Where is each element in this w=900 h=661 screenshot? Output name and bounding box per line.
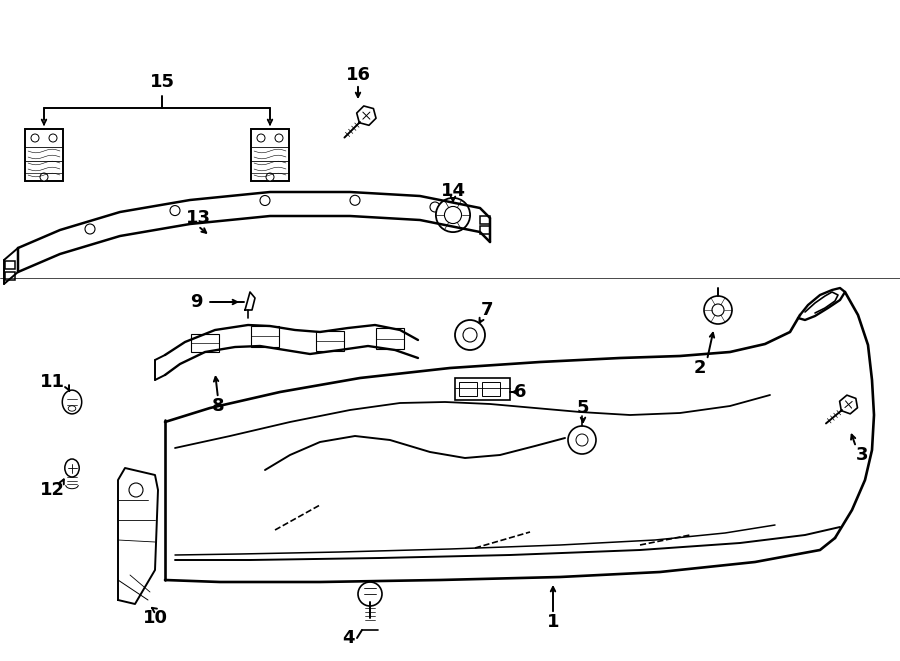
Bar (191, 334, 219, 352)
Text: 16: 16 (346, 66, 371, 84)
Text: 14: 14 (440, 182, 465, 200)
Circle shape (350, 195, 360, 206)
Circle shape (576, 434, 588, 446)
Bar (480, 226, 490, 234)
Bar (376, 328, 404, 349)
Text: 4: 4 (342, 629, 355, 647)
Circle shape (568, 426, 596, 454)
Text: 11: 11 (40, 373, 65, 391)
Text: 10: 10 (142, 609, 167, 627)
Circle shape (712, 304, 724, 316)
Ellipse shape (65, 459, 79, 477)
Bar (316, 330, 344, 352)
Text: 12: 12 (40, 481, 65, 499)
Circle shape (358, 582, 382, 606)
Circle shape (129, 483, 143, 497)
Circle shape (463, 328, 477, 342)
Text: 1: 1 (547, 613, 559, 631)
Ellipse shape (68, 406, 76, 411)
Ellipse shape (62, 390, 82, 414)
Circle shape (275, 134, 283, 142)
Text: 7: 7 (481, 301, 493, 319)
Circle shape (266, 173, 274, 181)
Circle shape (445, 206, 462, 223)
Circle shape (170, 206, 180, 215)
Text: 9: 9 (190, 293, 203, 311)
Bar (455, 378, 510, 400)
Bar (25, 129, 63, 181)
Circle shape (455, 320, 485, 350)
Circle shape (257, 134, 265, 142)
Text: 6: 6 (514, 383, 526, 401)
Bar (480, 216, 490, 224)
Bar (459, 382, 477, 396)
Bar (251, 326, 279, 347)
Text: 15: 15 (149, 73, 175, 91)
Circle shape (85, 224, 95, 234)
Circle shape (49, 134, 57, 142)
Circle shape (260, 196, 270, 206)
Bar (5, 272, 15, 280)
Bar (5, 261, 15, 269)
Text: 3: 3 (856, 446, 868, 464)
Circle shape (31, 134, 39, 142)
Bar (482, 382, 500, 396)
Circle shape (704, 296, 732, 324)
Text: 8: 8 (212, 397, 224, 415)
Circle shape (40, 173, 48, 181)
Text: 2: 2 (694, 359, 706, 377)
Bar (251, 129, 289, 181)
Circle shape (430, 202, 440, 212)
Text: 5: 5 (577, 399, 590, 417)
Text: 13: 13 (185, 209, 211, 227)
Circle shape (436, 198, 470, 232)
